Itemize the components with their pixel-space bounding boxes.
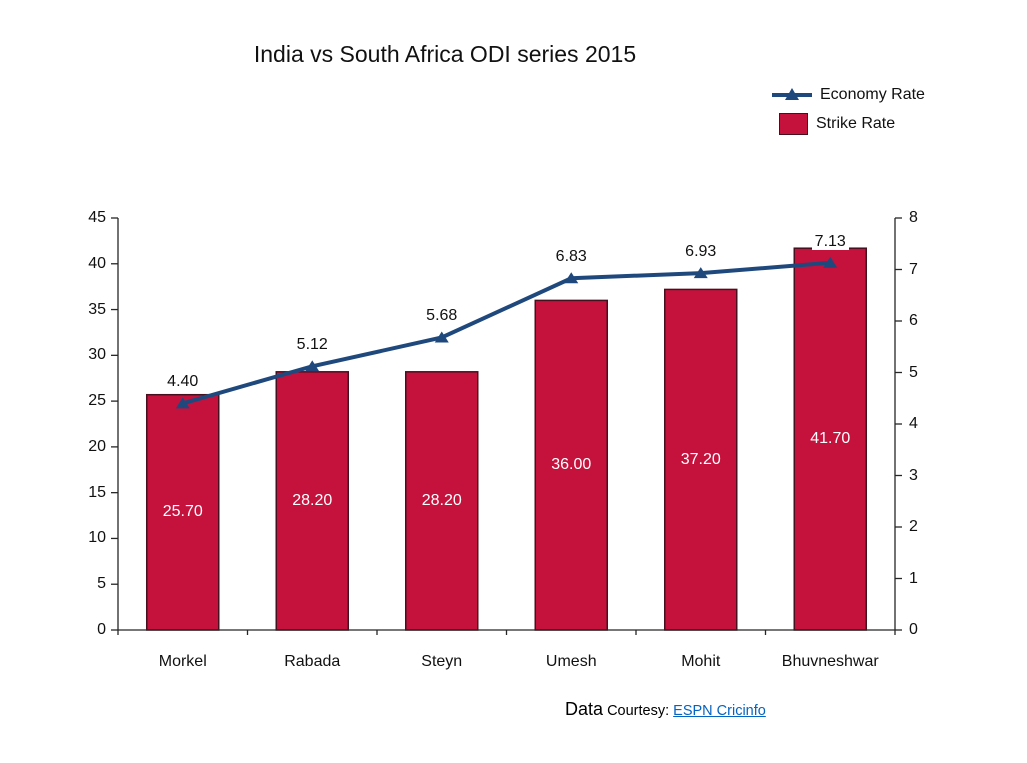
- triangle-marker: [693, 267, 708, 279]
- bar-value-label: 28.20: [292, 491, 333, 509]
- legend: Economy Rate Strike Rate: [772, 80, 992, 138]
- category-label-steyn: Steyn: [421, 653, 463, 670]
- left-axis-tick-label: 5: [97, 575, 106, 593]
- triangle-marker: [434, 331, 449, 343]
- category-label-umesh: Umesh: [545, 653, 597, 670]
- left-axis-tick-label: 30: [88, 346, 106, 364]
- bar-value-label: 25.70: [162, 503, 203, 521]
- right-axis-tick-label: 6: [909, 312, 918, 329]
- left-axis-tick-label: 25: [88, 392, 106, 410]
- footer-word-courtesy: Courtesy:: [607, 703, 670, 719]
- line-value-label: 6.93: [656, 242, 746, 262]
- line-value-label: 7.13: [785, 232, 875, 252]
- bar-value-label: 41.70: [810, 430, 851, 448]
- bar-value-label: 36.00: [551, 456, 592, 474]
- triangle-marker: [564, 272, 579, 284]
- bar-value-label: 37.20: [680, 450, 721, 468]
- bar-steyn: [405, 371, 479, 631]
- left-axis-tick-label: 45: [88, 209, 106, 226]
- category-label-bhuvneshwar: Bhuvneshwar: [781, 653, 879, 670]
- right-axis-tick-label: 2: [909, 518, 918, 535]
- line-value-label: 4.40: [138, 372, 228, 392]
- right-axis-tick-label: 0: [909, 621, 918, 638]
- bar-rabada: [275, 371, 349, 631]
- legend-label: Economy Rate: [820, 85, 925, 103]
- chart-title: India vs South Africa ODI series 2015: [253, 41, 637, 67]
- right-axis-tick-label: 3: [909, 466, 918, 484]
- legend-item-economy-rate: Economy Rate: [772, 80, 992, 109]
- bar-bhuvneshwar: [793, 247, 867, 631]
- right-axis-tick-label: 7: [909, 260, 918, 278]
- bar-mohit: [664, 288, 738, 631]
- bar-umesh: [534, 299, 608, 631]
- espn-cricinfo-link[interactable]: ESPN Cricinfo: [673, 703, 766, 719]
- legend-item-strike-rate: Strike Rate: [772, 109, 992, 138]
- left-axis-tick-label: 10: [88, 529, 106, 547]
- right-axis-tick-label: 5: [909, 363, 918, 381]
- bar-value-label: 28.20: [421, 491, 462, 509]
- bar-morkel: [146, 393, 220, 631]
- line-triangle-marker-icon: [772, 87, 812, 103]
- category-label-rabada: Rabada: [284, 653, 341, 670]
- legend-label: Strike Rate: [816, 114, 896, 132]
- right-axis-tick-label: 8: [909, 209, 918, 226]
- left-axis-tick-label: 40: [88, 254, 106, 272]
- right-axis-tick-label: 1: [909, 569, 918, 587]
- left-axis-tick-label: 35: [88, 300, 106, 318]
- line-value-label: 5.68: [397, 306, 487, 326]
- triangle-marker: [175, 397, 190, 409]
- triangle-marker: [823, 256, 838, 268]
- line-value-label: 5.12: [267, 335, 357, 355]
- bar-swatch-icon: [779, 112, 808, 135]
- triangle-marker: [305, 360, 320, 372]
- left-axis-tick-label: 15: [88, 483, 106, 501]
- line-value-label: 6.83: [526, 247, 616, 267]
- left-axis-tick-label: 20: [88, 437, 106, 455]
- left-axis-tick-label: 0: [97, 621, 106, 638]
- right-axis-tick-label: 4: [909, 415, 918, 432]
- category-label-morkel: Morkel: [158, 653, 207, 670]
- data-courtesy-note: Data Courtesy: ESPN Cricinfo: [565, 699, 885, 720]
- category-label-mohit: Mohit: [681, 653, 721, 670]
- economy-rate-line: [182, 260, 831, 406]
- footer-word-data: Data: [565, 699, 604, 719]
